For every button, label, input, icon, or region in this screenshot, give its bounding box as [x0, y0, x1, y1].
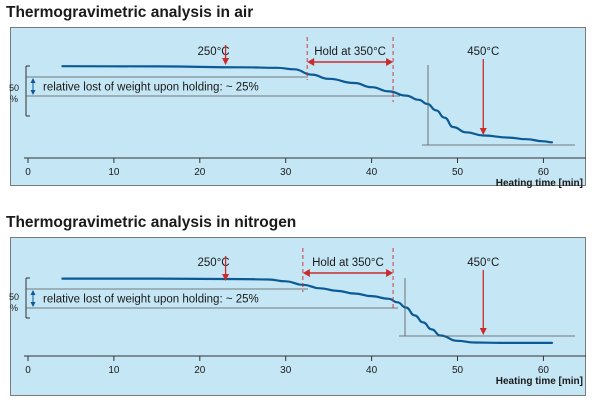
x-axis-label-nitrogen: Heating time [min]	[496, 376, 583, 387]
x-tick-label-nitrogen-0: 0	[25, 365, 31, 376]
hold-arrow-left-air	[307, 58, 315, 66]
loss-arrow-up-air	[30, 78, 36, 83]
hold-label-air: Hold at 350°C	[314, 46, 386, 58]
x-tick-label-air-5: 50	[452, 167, 464, 178]
hold-arrow-right-nitrogen	[386, 269, 394, 277]
plot-area-nitrogen	[10, 237, 586, 396]
end-temp-label-nitrogen: 450°C	[467, 257, 499, 269]
end-temp-label-air: 450°C	[467, 46, 499, 58]
loss-arrow-down-nitrogen	[30, 302, 36, 307]
start-temp-label-nitrogen: 250°C	[198, 257, 230, 269]
end-temp-arrow-air-head	[479, 128, 487, 135]
y-tick-label-nitrogen: 50	[9, 292, 19, 302]
hold-arrow-left-nitrogen	[302, 269, 310, 277]
x-tick-label-air-1: 10	[108, 167, 120, 178]
x-tick-label-air-3: 30	[280, 167, 292, 178]
x-tick-label-air-6: 60	[538, 167, 550, 178]
y-axis-label-nitrogen: %	[10, 303, 18, 313]
start-temp-arrow-nitrogen-head	[222, 274, 230, 281]
start-temp-arrow-air-head	[222, 58, 230, 65]
y-tick-label-air: 50	[9, 83, 19, 93]
x-tick-label-air-2: 20	[194, 167, 206, 178]
loss-annotation-nitrogen: relative lost of weight upon holding: ~ …	[43, 294, 259, 306]
hold-label-nitrogen: Hold at 350°C	[312, 257, 384, 269]
loss-arrow-down-air	[30, 90, 36, 95]
chart-title-nitrogen: Thermogravimetric analysis in nitrogen	[6, 214, 297, 231]
x-tick-label-nitrogen-3: 30	[280, 365, 292, 376]
x-tick-label-nitrogen-4: 40	[366, 365, 378, 376]
x-tick-label-air-0: 0	[25, 167, 31, 178]
x-tick-label-nitrogen-5: 50	[452, 365, 464, 376]
plot-area-air	[10, 27, 586, 186]
loss-arrow-up-nitrogen	[30, 290, 36, 295]
panel-nitrogen: Thermogravimetric analysis in nitrogen 0…	[0, 210, 600, 403]
end-temp-arrow-nitrogen-head	[479, 328, 487, 335]
x-tick-label-nitrogen-1: 10	[108, 365, 120, 376]
start-temp-label-air: 250°C	[198, 46, 230, 58]
x-tick-label-nitrogen-6: 60	[538, 365, 550, 376]
chart-title-air: Thermogravimetric analysis in air	[6, 4, 254, 21]
y-axis-label-air: %	[10, 94, 18, 104]
x-tick-label-nitrogen-2: 20	[194, 365, 206, 376]
hold-arrow-right-air	[386, 58, 394, 66]
panel-air: Thermogravimetric analysis in air 0 10 20 3…	[0, 0, 600, 192]
weight-curve-air	[61, 65, 554, 144]
x-tick-label-air-4: 40	[366, 167, 378, 178]
loss-annotation-air: relative lost of weight upon holding: ~ …	[43, 82, 259, 94]
x-axis-label-air: Heating time [min]	[496, 178, 583, 189]
weight-curve-nitrogen	[61, 277, 554, 344]
